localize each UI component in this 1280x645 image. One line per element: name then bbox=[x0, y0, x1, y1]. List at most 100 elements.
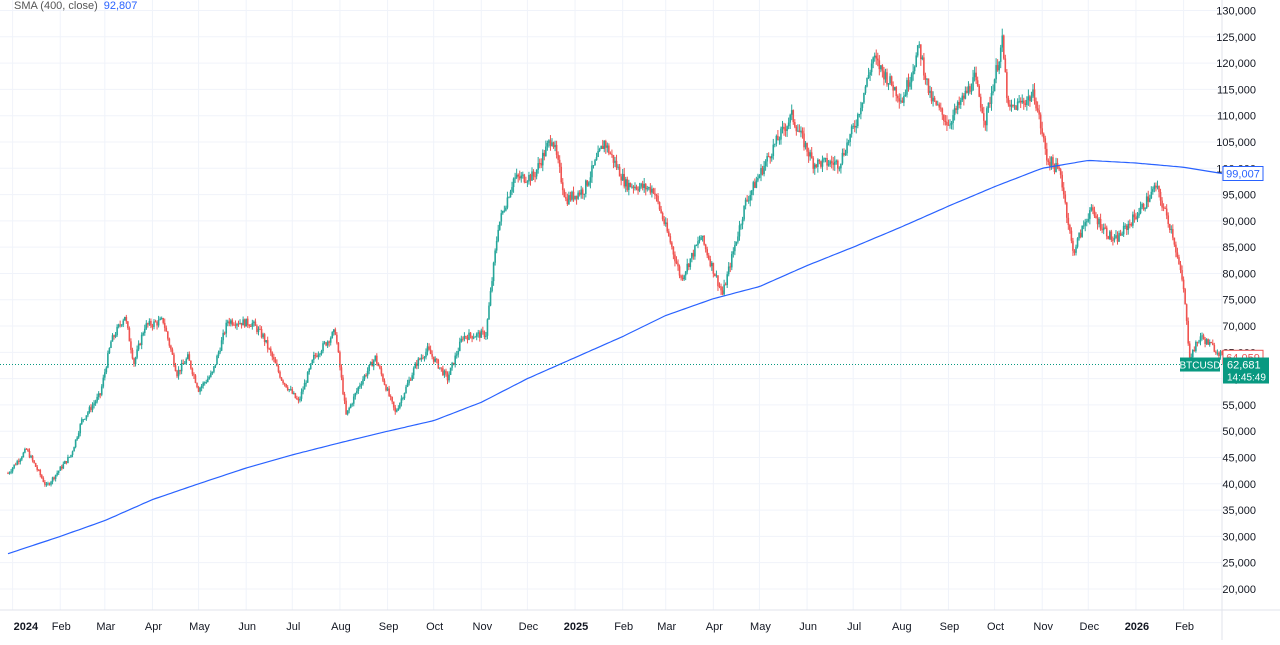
indicator-legend[interactable]: SMA (400, close) 92,807 bbox=[14, 0, 137, 12]
candle-body bbox=[351, 403, 354, 405]
candle-body bbox=[127, 321, 129, 329]
candle-body bbox=[684, 271, 687, 276]
candle-body bbox=[1215, 351, 1217, 353]
candle-body bbox=[1199, 336, 1202, 342]
candle-body bbox=[1062, 187, 1065, 195]
countdown-label: 14:45:49 bbox=[1227, 373, 1266, 384]
candle-body bbox=[31, 456, 34, 461]
sma-line bbox=[7, 159, 1223, 555]
candle-body bbox=[1175, 244, 1177, 253]
candle-body bbox=[787, 122, 790, 127]
candle-body bbox=[369, 362, 372, 366]
candle-body bbox=[442, 368, 444, 376]
candle-body bbox=[171, 349, 174, 355]
candle-body bbox=[875, 55, 878, 59]
candle-body bbox=[654, 193, 656, 195]
candle-body bbox=[268, 348, 271, 350]
candle-body bbox=[84, 418, 86, 420]
candle-body bbox=[955, 108, 957, 110]
candle-body bbox=[68, 456, 71, 458]
candle-body bbox=[492, 262, 495, 282]
candle-body bbox=[701, 235, 704, 238]
candle-body bbox=[867, 75, 870, 78]
candle-body bbox=[186, 354, 189, 359]
candle-body bbox=[104, 372, 106, 378]
candle-body bbox=[569, 195, 572, 200]
candle-body bbox=[1178, 257, 1180, 265]
candle-body bbox=[283, 383, 286, 385]
candle-body bbox=[1124, 225, 1126, 227]
candle-body bbox=[452, 362, 455, 365]
candle-body bbox=[863, 92, 865, 103]
candle-body bbox=[80, 419, 83, 425]
candle-body bbox=[993, 79, 996, 92]
candle-body bbox=[711, 262, 713, 267]
candle-body bbox=[1093, 210, 1096, 216]
candle-body bbox=[47, 483, 49, 485]
candle-body bbox=[571, 191, 573, 200]
candle-body bbox=[555, 144, 558, 155]
candle-body bbox=[623, 173, 626, 187]
candle-body bbox=[1047, 160, 1050, 162]
candle-body bbox=[343, 394, 346, 401]
candle-body bbox=[242, 319, 244, 326]
candle-body bbox=[810, 152, 813, 159]
candle-body bbox=[234, 324, 237, 326]
candle-body bbox=[792, 110, 795, 123]
candle-body bbox=[963, 95, 965, 99]
candle-body bbox=[502, 210, 504, 214]
candle-body bbox=[271, 352, 274, 358]
candle-body bbox=[130, 341, 132, 350]
candle-body bbox=[598, 148, 601, 151]
candle-body bbox=[565, 197, 567, 199]
candle-body bbox=[116, 326, 118, 336]
candle-body bbox=[566, 198, 569, 205]
candle-body bbox=[483, 331, 486, 337]
candle-body bbox=[652, 188, 655, 194]
candle-body bbox=[48, 483, 51, 485]
candle-body bbox=[366, 370, 369, 376]
candle-body bbox=[128, 328, 131, 342]
candle-body bbox=[1148, 198, 1151, 202]
candle-body bbox=[123, 316, 126, 321]
candle-body bbox=[1015, 105, 1017, 110]
candle-body bbox=[718, 286, 721, 288]
candle-body bbox=[1090, 207, 1093, 211]
candle-body bbox=[995, 65, 997, 80]
candle-body bbox=[732, 251, 735, 255]
candle-body bbox=[183, 363, 186, 365]
candle-body bbox=[440, 367, 443, 369]
candle-body bbox=[1105, 227, 1108, 237]
candle-body bbox=[775, 135, 778, 144]
candle-body bbox=[62, 463, 65, 469]
candle-body bbox=[981, 107, 984, 114]
candle-body bbox=[423, 357, 426, 359]
candle-body bbox=[285, 384, 287, 388]
candle-body bbox=[39, 470, 42, 476]
candle-body bbox=[409, 379, 412, 381]
x-tick-label: May bbox=[189, 621, 210, 633]
candle-body bbox=[474, 336, 476, 338]
candle-body bbox=[790, 110, 793, 115]
candle-body bbox=[1147, 196, 1150, 202]
candle-body bbox=[400, 398, 403, 404]
y-tick-label: 55,000 bbox=[1222, 400, 1256, 412]
candle-body bbox=[1032, 89, 1034, 97]
candle-body bbox=[543, 152, 546, 157]
candle-body bbox=[411, 375, 413, 381]
candle-body bbox=[74, 439, 77, 448]
candle-body bbox=[239, 322, 241, 325]
candle-body bbox=[1099, 218, 1102, 230]
candle-body bbox=[478, 332, 481, 338]
candle-body bbox=[758, 175, 761, 178]
candle-body bbox=[302, 389, 304, 392]
candle-body bbox=[1211, 343, 1214, 345]
candle-body bbox=[663, 219, 665, 224]
candle-body bbox=[861, 102, 864, 108]
candle-body bbox=[94, 401, 97, 404]
candle-body bbox=[689, 258, 692, 268]
candle-body bbox=[125, 316, 128, 322]
candle-body bbox=[674, 254, 676, 262]
